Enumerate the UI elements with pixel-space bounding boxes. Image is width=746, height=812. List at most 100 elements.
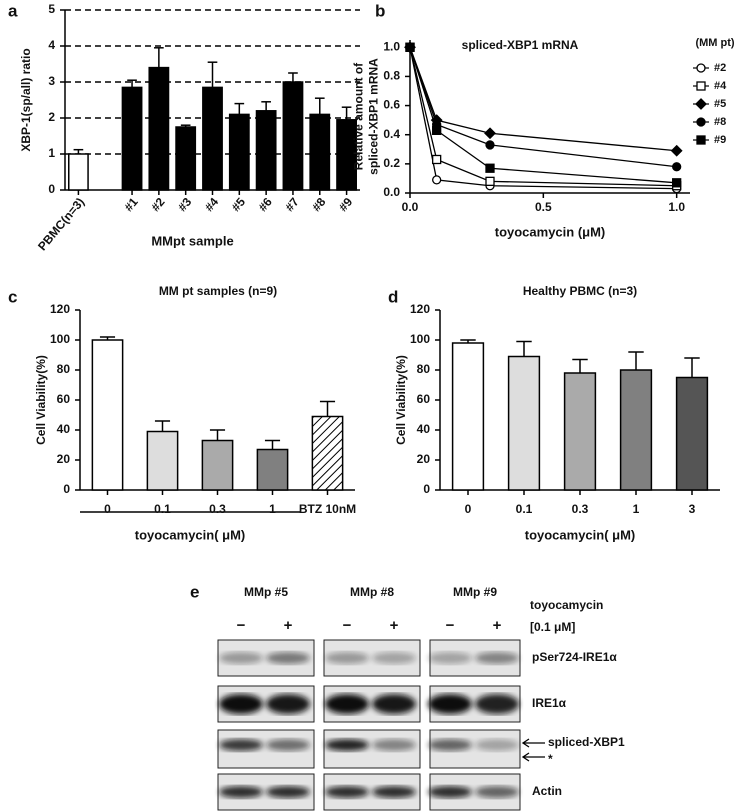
bar <box>336 119 357 191</box>
row-label: Actin <box>532 784 562 798</box>
bar <box>311 415 344 491</box>
band <box>372 652 416 664</box>
y-axis-label: Cell Viability(%) <box>34 355 48 445</box>
legend-marker <box>696 81 706 91</box>
x-tick-label: #4 <box>202 195 222 214</box>
legend-marker <box>696 63 706 73</box>
y-axis-label: Cell Viability(%) <box>394 355 408 445</box>
band <box>325 694 369 714</box>
y-axis-label: Relative amount of <box>352 62 366 170</box>
band <box>475 739 519 751</box>
row-label: pSer724-IRE1α <box>532 650 617 664</box>
band <box>266 652 310 664</box>
sign: − <box>446 617 455 634</box>
marker <box>672 178 682 188</box>
x-tick-label: BTZ 10nM <box>299 502 356 516</box>
band <box>219 694 263 714</box>
marker <box>432 125 442 135</box>
y-tick-label: 120 <box>50 302 70 316</box>
marker <box>485 140 495 150</box>
chart-title: spliced-XBP1 mRNA <box>462 38 579 52</box>
x-tick-label: #1 <box>121 195 141 214</box>
y-tick-label: 0 <box>48 182 55 196</box>
arrow <box>521 738 545 748</box>
band <box>325 652 369 664</box>
y-tick-label: 20 <box>417 452 431 466</box>
band <box>428 652 472 664</box>
y-tick-label: 1 <box>48 146 55 160</box>
band <box>219 786 263 798</box>
band <box>372 786 416 798</box>
legend-marker <box>696 135 706 145</box>
nonspecific-marker: * <box>548 752 553 766</box>
band <box>266 694 310 714</box>
x-tick-label: #6 <box>256 195 276 214</box>
x-tick-label: 1 <box>269 502 276 516</box>
treatment-label: toyocamycin <box>530 598 603 612</box>
band <box>325 739 369 751</box>
legend-marker <box>696 117 706 127</box>
legend-label: #9 <box>714 134 726 146</box>
sign: + <box>284 617 293 634</box>
y-tick-label: 0.6 <box>383 98 400 112</box>
panel-label: e <box>190 582 199 601</box>
y-tick-label: 100 <box>50 332 70 346</box>
y-tick-label: 40 <box>57 422 71 436</box>
y-tick-label: 80 <box>417 362 431 376</box>
bar <box>68 153 89 191</box>
x-tick-label: 0.3 <box>572 502 589 516</box>
dose-label: [0.1 μM] <box>530 620 575 634</box>
marker <box>485 176 495 186</box>
bar <box>202 86 223 191</box>
y-tick-label: 2 <box>48 110 55 124</box>
y-tick-label: 120 <box>410 302 430 316</box>
y-tick-label: 80 <box>57 362 71 376</box>
marker <box>484 127 496 140</box>
x-tick-label: PBMC(n=3) <box>35 195 87 253</box>
sign: − <box>237 617 246 634</box>
band <box>475 652 519 664</box>
sample-label: MMp #8 <box>350 585 394 599</box>
bar <box>91 339 124 491</box>
band <box>219 739 263 751</box>
band <box>428 694 472 714</box>
bar <box>451 342 485 491</box>
panel-label: a <box>8 1 18 20</box>
y-tick-label: 0.8 <box>383 69 400 83</box>
y-tick-label: 1.0 <box>383 39 400 53</box>
y-tick-label: 0 <box>423 482 430 496</box>
bar <box>146 430 179 491</box>
bar <box>121 86 143 191</box>
legend-label: #4 <box>714 80 727 92</box>
x-tick-label: 3 <box>689 502 696 516</box>
y-tick-label: 20 <box>57 452 71 466</box>
bar <box>148 66 170 191</box>
y-tick-label: 60 <box>57 392 71 406</box>
arrow <box>521 752 545 762</box>
panel-label: b <box>375 1 385 20</box>
band <box>266 786 310 798</box>
x-tick-label: 0.0 <box>402 200 419 214</box>
row-label: IRE1α <box>532 696 567 710</box>
band <box>372 739 416 751</box>
series-line <box>409 47 677 187</box>
band <box>266 739 310 751</box>
sign: + <box>390 617 399 634</box>
marker <box>405 42 415 52</box>
band <box>475 694 519 714</box>
band <box>325 786 369 798</box>
x-axis-label: toyocamycin( μM) <box>135 527 246 542</box>
bar <box>563 372 597 491</box>
marker <box>432 154 442 165</box>
bar <box>255 110 277 191</box>
x-tick-label: #8 <box>309 195 329 214</box>
series-line <box>409 47 677 190</box>
chart-title: Healthy PBMC (n=3) <box>523 284 637 298</box>
series-line <box>409 47 677 168</box>
y-tick-label: 100 <box>410 332 430 346</box>
western-blot: e MMp #5 − + MMp #8 − + MMp #9 − + toyocamycin [0.1… <box>190 582 625 811</box>
legend-title: (MM pt) <box>695 37 734 49</box>
bar <box>282 81 304 191</box>
x-axis-label: MMpt sample <box>151 233 233 248</box>
y-tick-label: 0 <box>63 482 70 496</box>
